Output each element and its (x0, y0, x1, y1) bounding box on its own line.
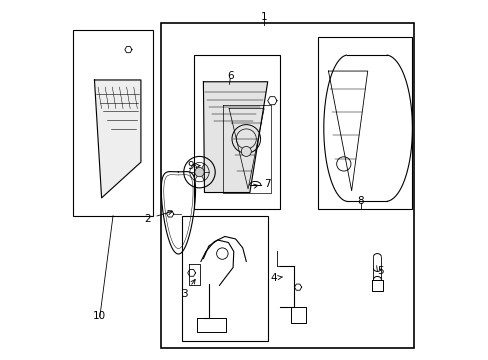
Text: 2: 2 (144, 211, 172, 224)
Bar (317, 37, 411, 208)
Text: 9: 9 (186, 161, 200, 171)
Text: 5: 5 (377, 266, 384, 276)
Bar (194, 55, 280, 208)
Text: 7: 7 (253, 179, 270, 189)
Bar (182, 216, 267, 341)
Bar (73, 30, 153, 216)
Circle shape (241, 147, 251, 157)
Text: 8: 8 (357, 197, 363, 206)
Bar (160, 23, 413, 348)
Text: 4: 4 (270, 273, 282, 283)
Text: 1: 1 (260, 13, 267, 22)
Polygon shape (203, 82, 267, 193)
Circle shape (194, 167, 203, 177)
Text: 6: 6 (226, 71, 233, 81)
Text: 3: 3 (181, 279, 195, 299)
Polygon shape (94, 80, 141, 198)
Text: 10: 10 (93, 311, 106, 321)
